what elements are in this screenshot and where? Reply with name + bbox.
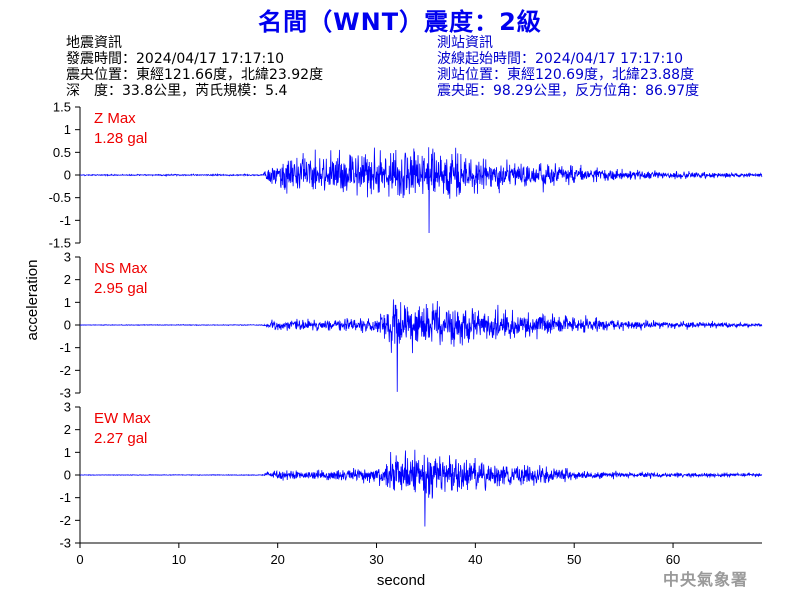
z-y-tick-label: 1 [64, 122, 71, 137]
ew-y-tick-label: -3 [59, 536, 71, 551]
ns-y-tick-label: 1 [64, 295, 71, 310]
z-y-tick-label: 1.5 [53, 100, 71, 115]
quake-epicenter: 震央位置：東經121.66度，北緯23.92度 [66, 67, 324, 83]
z-y-tick-label: -1.5 [49, 236, 71, 251]
ew-y-tick-label: -2 [59, 513, 71, 528]
x-tick-label: 50 [567, 552, 581, 567]
y-axis-label: acceleration [24, 260, 41, 341]
z-y-tick-label: 0.5 [53, 145, 71, 160]
ns-max-value: 2.95 gal [94, 280, 147, 297]
ew-y-tick-label: 3 [64, 400, 71, 415]
ew-y-tick-label: -1 [59, 490, 71, 505]
page-title: 名間（WNT）震度：2級 [258, 8, 542, 36]
station-info-block: 測站資訊 波線起始時間：2024/04/17 17:17:10 測站位置：東經1… [437, 35, 699, 99]
ew-y-tick-label: 0 [64, 468, 71, 483]
ew-max-value: 2.27 gal [94, 430, 147, 447]
z-waveform-trace [79, 147, 763, 234]
x-tick-label: 40 [468, 552, 482, 567]
ew-waveform-trace [79, 449, 763, 527]
station-info-heading: 測站資訊 [437, 35, 493, 51]
ns-y-tick-label: -1 [59, 340, 71, 355]
z-y-tick-label: -0.5 [49, 190, 71, 205]
x-tick-label: 20 [270, 552, 284, 567]
ns-max-label: NS Max [94, 260, 148, 277]
ew-y-tick-label: 1 [64, 445, 71, 460]
z-max-label: Z Max [94, 110, 136, 127]
quake-info-heading: 地震資訊 [66, 35, 122, 51]
quake-info-block: 地震資訊 發震時間：2024/04/17 17:17:10 震央位置：東經121… [66, 35, 323, 99]
ns-y-tick-label: 0 [64, 318, 71, 333]
x-tick-label: 0 [76, 552, 83, 567]
ns-y-tick-label: -3 [59, 386, 71, 401]
quake-depth-magnitude: 深 度：33.8公里，芮氏規模：5.4 [66, 83, 288, 99]
z-max-value: 1.28 gal [94, 130, 147, 147]
agency-watermark: 中央氣象署 [662, 570, 748, 589]
station-location: 測站位置：東經120.69度，北緯23.88度 [437, 67, 695, 83]
ns-y-tick-label: -2 [59, 363, 71, 378]
ew-y-tick-label: 2 [64, 422, 71, 437]
station-wave-start: 波線起始時間：2024/04/17 17:17:10 [437, 51, 684, 67]
ns-y-tick-label: 3 [64, 250, 71, 265]
x-tick-label: 30 [369, 552, 383, 567]
quake-time: 發震時間：2024/04/17 17:17:10 [66, 51, 285, 67]
x-tick-label: 60 [666, 552, 680, 567]
ew-max-label: EW Max [94, 410, 151, 427]
station-distance-azimuth: 震央距：98.29公里，反方位角：86.97度 [437, 83, 700, 99]
z-y-tick-label: -1 [59, 213, 71, 228]
x-axis-label: second [377, 572, 425, 589]
ns-waveform-trace [79, 299, 763, 392]
z-y-tick-label: 0 [64, 168, 71, 183]
ns-y-tick-label: 2 [64, 272, 71, 287]
x-tick-label: 10 [172, 552, 186, 567]
